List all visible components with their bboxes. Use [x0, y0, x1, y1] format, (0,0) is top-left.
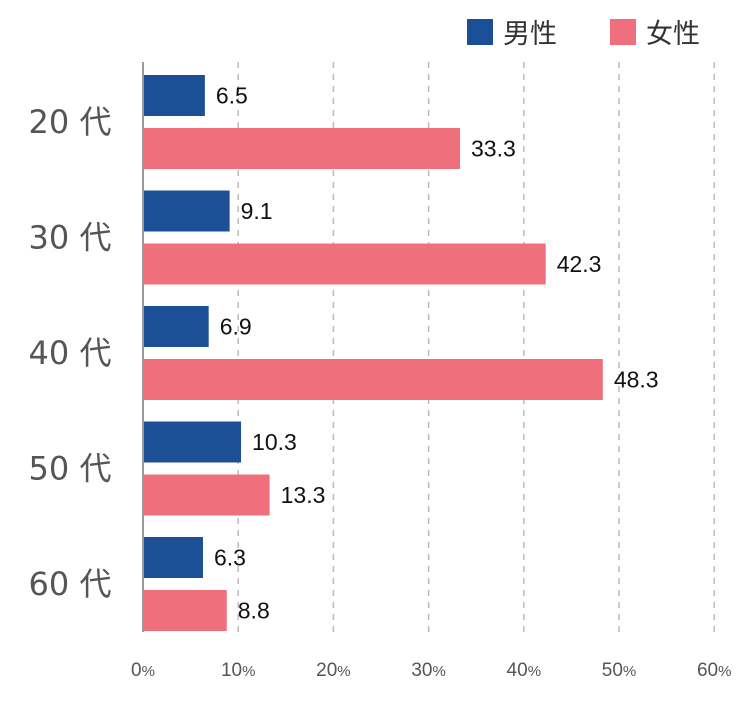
x-tick-label-10: 10%	[221, 660, 255, 681]
x-tick-label-50: 50%	[602, 660, 636, 681]
x-tick-label-40: 40%	[507, 660, 541, 681]
data-labels: 6.5 33.3 9.1 42.3 6.9 48.3 10.3 13.3 6.3 8.8	[214, 83, 659, 624]
category-label-0: 20 代	[29, 103, 112, 141]
bar-female-1	[143, 243, 546, 285]
x-tick-label-60: 60%	[697, 660, 731, 681]
bar-male-4	[143, 537, 203, 578]
x-tick-label-20: 20%	[316, 660, 350, 681]
data-label-male-1: 9.1	[241, 198, 273, 224]
data-label-male-2: 6.9	[220, 314, 252, 340]
bar-male-2	[143, 306, 209, 347]
category-label-2: 40 代	[29, 334, 112, 372]
category-label-3: 50 代	[29, 450, 112, 488]
x-tick-label-0: 0%	[131, 660, 155, 681]
bar-male-0	[143, 75, 205, 116]
bar-male-3	[143, 421, 242, 463]
category-label-1: 30 代	[29, 219, 112, 257]
data-label-male-0: 6.5	[216, 83, 248, 109]
x-tick-label-30: 30%	[411, 660, 445, 681]
data-label-female-0: 33.3	[471, 136, 516, 162]
category-labels: 20 代 30 代 40 代 50 代 60 代	[29, 103, 112, 603]
bar-female-3	[143, 474, 270, 516]
data-label-female-3: 13.3	[281, 482, 326, 508]
bar-female-4	[143, 590, 227, 631]
bars	[143, 75, 603, 631]
data-label-male-3: 10.3	[252, 429, 297, 455]
legend-swatch-male	[467, 19, 493, 45]
bar-female-2	[143, 359, 603, 400]
data-label-female-2: 48.3	[614, 367, 659, 393]
legend-label-female: 女性	[646, 19, 700, 50]
category-label-4: 60 代	[29, 565, 112, 603]
data-label-female-1: 42.3	[557, 251, 602, 277]
legend-swatch-female	[610, 19, 636, 45]
bar-male-1	[143, 190, 230, 232]
data-label-female-4: 8.8	[238, 598, 270, 624]
legend-label-male: 男性	[503, 19, 557, 50]
bar-female-0	[143, 128, 461, 169]
data-label-male-4: 6.3	[214, 545, 246, 571]
legend: 男性 女性	[467, 19, 700, 50]
x-tick-labels: 0% 10% 20% 30% 40% 50% 60%	[131, 660, 731, 681]
